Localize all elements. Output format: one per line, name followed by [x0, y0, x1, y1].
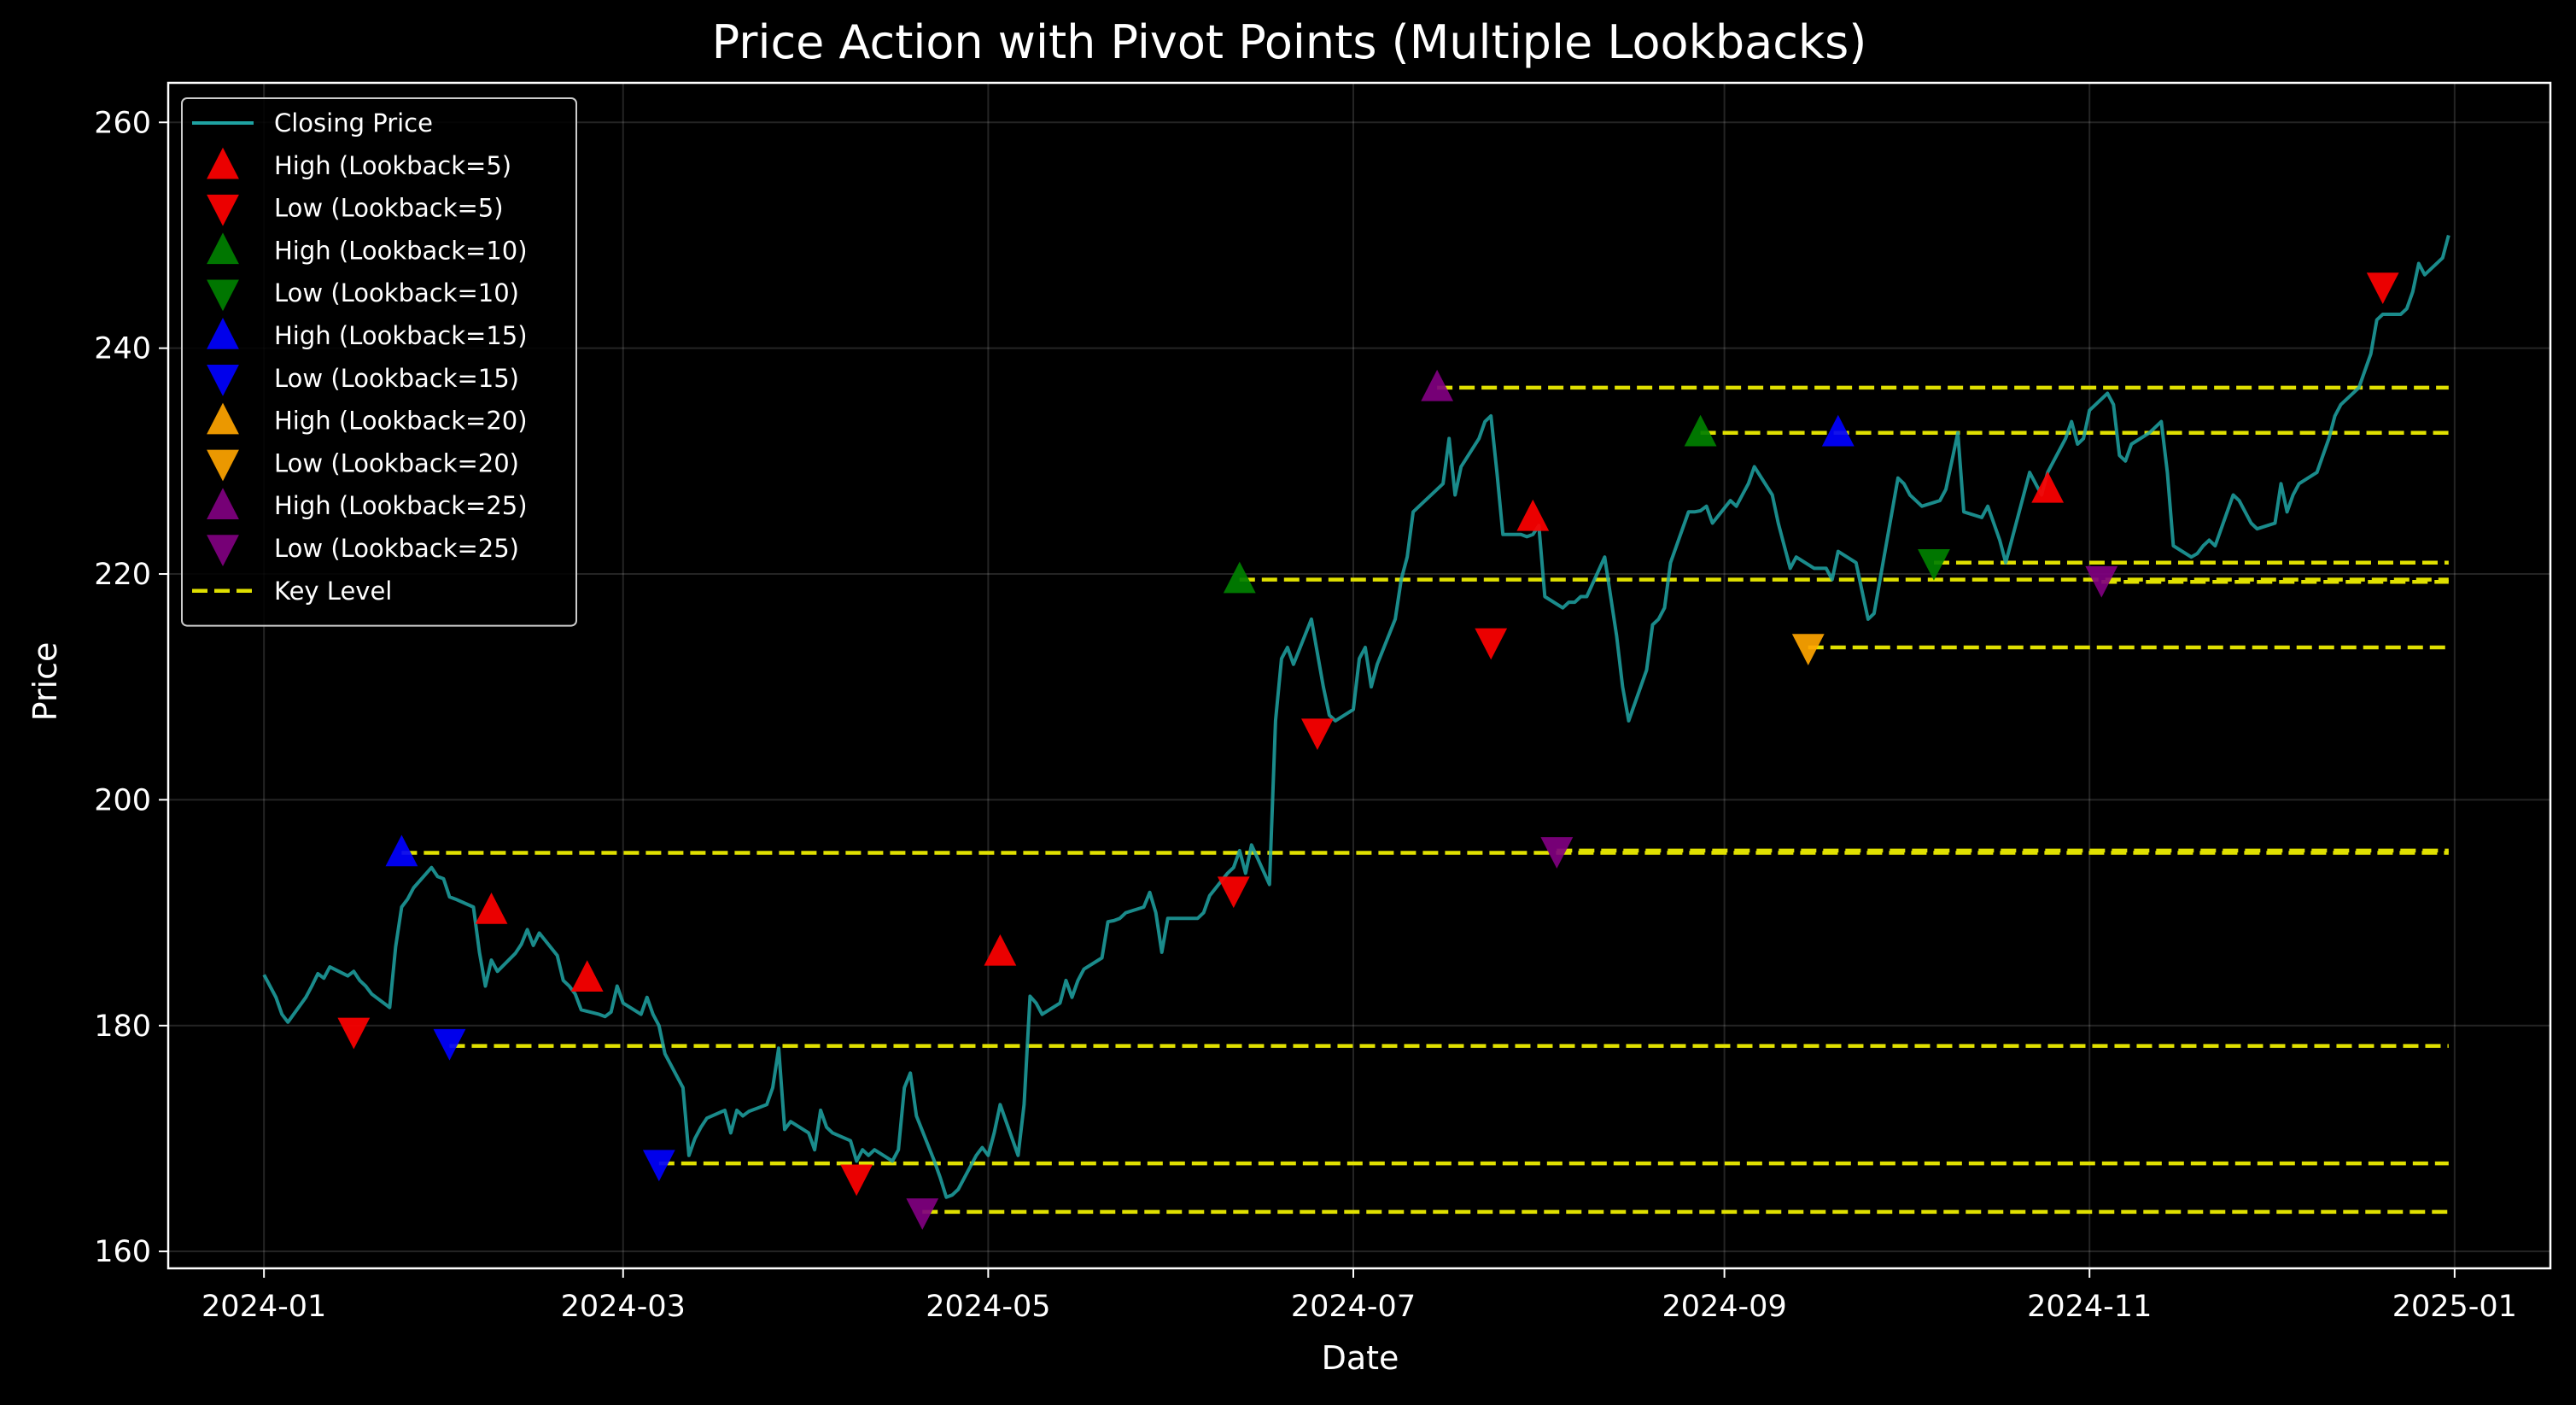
pivot-high-marker — [984, 934, 1017, 966]
pivot-high-marker — [1223, 561, 1256, 594]
pivot-high-marker — [1821, 414, 1855, 447]
pivot-high-marker — [1684, 414, 1717, 447]
legend-marker-swatch — [207, 194, 239, 226]
pivot-low-marker — [1475, 628, 1508, 660]
legend-marker-swatch — [207, 279, 239, 312]
legend-marker-swatch — [207, 318, 239, 349]
legend-label: Low (Lookback=15) — [274, 364, 519, 393]
pivot-low-marker — [906, 1198, 939, 1230]
legend-label: Key Level — [274, 577, 392, 606]
legend-label: Low (Lookback=20) — [274, 448, 519, 477]
chart-title: Price Action with Pivot Points (Multiple… — [712, 15, 1867, 69]
legend: Closing Price High (Lookback=5) Low (Lookb… — [181, 97, 577, 627]
pivot-high-marker — [1516, 499, 1550, 531]
pivot-low-marker — [840, 1164, 873, 1197]
x-tick-label: 2025-01 — [2392, 1290, 2517, 1324]
key-levels — [401, 385, 2449, 1215]
plot-frame — [166, 81, 2552, 1270]
pivot-low-marker — [1540, 837, 1574, 869]
x-tick-label: 2024-03 — [561, 1290, 686, 1324]
pivot-low-marker — [433, 1028, 466, 1061]
y-tick-label: 160 — [94, 1235, 151, 1269]
pivot-low-marker — [1217, 876, 1250, 909]
legend-box — [181, 97, 577, 627]
pivot-low-marker — [1791, 634, 1825, 665]
pivot-high-marker — [1421, 369, 1454, 401]
x-tick-label: 2024-07 — [1291, 1290, 1416, 1324]
legend-marker-swatch — [207, 365, 239, 396]
legend-label: High (Lookback=15) — [274, 321, 528, 350]
legend-marker-swatch — [207, 232, 239, 265]
x-axis-label: Date — [1322, 1339, 1399, 1377]
pivot-low-marker — [2085, 565, 2118, 598]
pivot-low-marker — [337, 1017, 371, 1050]
legend-marker-swatch — [207, 488, 239, 519]
axis-ticks: 2024-01 2024-03 2024-05 2024-07 2024-09 2024-… — [94, 106, 2517, 1324]
legend-label: High (Lookback=5) — [274, 151, 511, 180]
legend-label: Low (Lookback=10) — [274, 278, 519, 307]
legend-marker-swatch — [207, 147, 239, 179]
pivot-markers — [337, 272, 2399, 1230]
pivot-low-marker — [1301, 718, 1334, 751]
pivot-low-marker — [1918, 549, 1950, 581]
legend-label: Closing Price — [274, 108, 433, 138]
pivot-high-marker — [385, 834, 418, 867]
legend-marker-swatch — [207, 402, 239, 435]
legend-label: High (Lookback=10) — [274, 236, 528, 265]
x-tick-label: 2024-05 — [926, 1290, 1050, 1324]
legend-label: Low (Lookback=5) — [274, 194, 504, 223]
pivot-high-marker — [570, 960, 604, 992]
legend-label: High (Lookback=25) — [274, 491, 528, 520]
legend-label: High (Lookback=20) — [274, 407, 528, 436]
y-tick-label: 220 — [94, 558, 151, 592]
y-tick-label: 200 — [94, 783, 151, 817]
y-tick-label: 240 — [94, 332, 151, 366]
pivot-low-marker — [642, 1150, 675, 1182]
legend-marker-swatch — [207, 449, 239, 482]
legend-label: Low (Lookback=25) — [274, 534, 519, 563]
y-tick-label: 260 — [94, 106, 151, 140]
x-tick-label: 2024-09 — [1662, 1290, 1786, 1324]
legend-marker-swatch — [207, 535, 239, 566]
x-tick-label: 2024-01 — [202, 1290, 326, 1324]
y-tick-label: 180 — [94, 1010, 151, 1044]
pivot-high-marker — [2031, 471, 2065, 503]
pivot-high-marker — [475, 892, 508, 924]
price-line — [262, 234, 2450, 1199]
y-axis-label: Price — [26, 642, 64, 722]
pivot-low-marker — [2366, 272, 2399, 304]
closing-price-line — [262, 234, 2450, 1199]
x-tick-label: 2024-11 — [2027, 1290, 2152, 1324]
